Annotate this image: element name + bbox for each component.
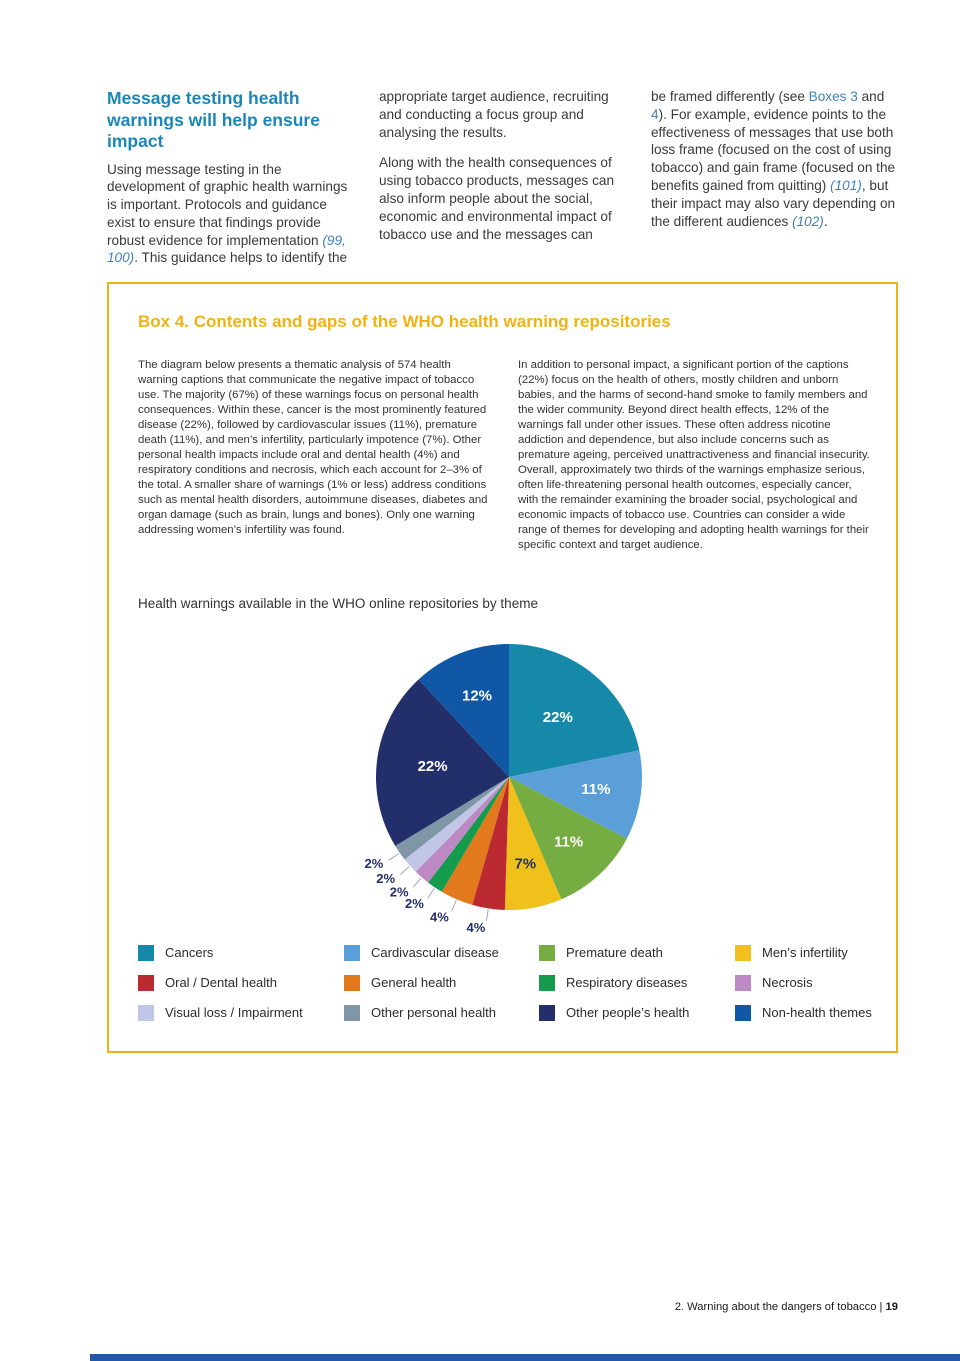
legend-swatch xyxy=(539,944,555,961)
legend-label: Necrosis xyxy=(762,975,813,990)
intro-paragraph-2: appropriate target audience, recruiting … xyxy=(379,89,609,140)
pie-slice-oral-dental-health xyxy=(472,777,509,910)
legend-swatch xyxy=(138,974,154,991)
chart-legend: Cancers Cardivascular disease Premature de… xyxy=(138,944,872,1021)
pie-value-label: 4% xyxy=(467,920,486,935)
intro-column-2: appropriate target audience, recruiting … xyxy=(379,88,627,280)
box-4-panel: Box 4. Contents and gaps of the WHO heal… xyxy=(107,282,898,1053)
legend-label: Oral / Dental health xyxy=(165,975,278,990)
legend-label: Cardivascular disease xyxy=(371,945,499,960)
legend-label: General health xyxy=(371,975,457,990)
legend-label: Men’s infertility xyxy=(762,945,848,960)
legend-item-general-health: General health xyxy=(344,974,539,991)
legend-swatch xyxy=(735,944,751,961)
page-number: 19 xyxy=(885,1301,898,1313)
legend-item-cancers: Cancers xyxy=(138,944,344,961)
pie-slice-cardivascular-disease xyxy=(509,750,643,839)
pie-value-label: 11% xyxy=(554,833,583,850)
legend-swatch xyxy=(344,974,360,991)
legend-label: Visual loss / Impairment xyxy=(165,1005,303,1020)
pie-label-leader-line xyxy=(412,877,422,888)
pie-value-label: 22% xyxy=(543,709,573,726)
pie-slice-men-s-infertility xyxy=(504,777,562,911)
chart-title: Health warnings available in the WHO onl… xyxy=(138,596,538,611)
paragraph-text: . xyxy=(823,213,828,229)
reference-link-102[interactable]: (102) xyxy=(792,213,824,229)
paragraph-text: Using message testing in the development… xyxy=(107,161,348,248)
cross-reference-boxes-3[interactable]: Boxes 3 xyxy=(808,89,858,104)
legend-item-respiratory-diseases: Respiratory diseases xyxy=(539,974,735,991)
pie-label-leader-line xyxy=(485,909,489,922)
footer-chapter-text: 2. Warning about the dangers of tobacco … xyxy=(674,1301,886,1313)
legend-label: Cancers xyxy=(165,945,214,960)
box-4-text-columns: The diagram below presents a thematic an… xyxy=(138,358,872,553)
pie-value-label: 2% xyxy=(376,871,395,886)
pie-value-label: 2% xyxy=(405,896,424,911)
box-4-text-right: In addition to personal impact, a signif… xyxy=(518,359,870,551)
pie-value-label: 11% xyxy=(581,781,610,798)
legend-label: Respiratory diseases xyxy=(566,975,688,990)
legend-swatch xyxy=(539,1004,555,1021)
pie-slice-non-health-themes xyxy=(418,644,509,777)
paragraph-text: . This guidance helps to identify the xyxy=(134,250,348,266)
paragraph-text: ). For example, evidence points to the e… xyxy=(651,106,896,193)
pie-slice-respiratory-diseases xyxy=(428,777,509,892)
legend-item-cardivascular-disease: Cardivascular disease xyxy=(344,944,539,961)
box-4-title: Box 4. Contents and gaps of the WHO heal… xyxy=(138,312,671,331)
intro-column-1: Message testing health warnings will hel… xyxy=(107,88,355,280)
pie-label-leader-line xyxy=(427,888,435,899)
legend-item-premature-death: Premature death xyxy=(539,944,735,961)
intro-paragraph-1: Using message testing in the development… xyxy=(107,161,355,268)
pie-slice-visual-loss-impairment xyxy=(404,777,509,872)
legend-swatch xyxy=(138,944,154,961)
pie-value-label: 2% xyxy=(390,885,409,900)
pie-slice-other-people-s-health xyxy=(375,679,509,846)
legend-item-visual-loss-impairment: Visual loss / Impairment xyxy=(138,1004,344,1021)
intro-text-columns: Message testing health warnings will hel… xyxy=(107,88,899,280)
legend-label: Non-health themes xyxy=(762,1005,872,1020)
pie-value-label: 22% xyxy=(418,758,448,775)
pie-slice-other-personal-health xyxy=(395,777,509,860)
legend-swatch xyxy=(539,974,555,991)
pie-value-label: 4% xyxy=(430,910,449,925)
pie-slice-general-health xyxy=(441,777,509,905)
pie-slice-necrosis xyxy=(415,777,509,883)
legend-item-oral-dental-health: Oral / Dental health xyxy=(138,974,344,991)
intro-paragraph-3: Along with the health consequences of us… xyxy=(379,155,615,242)
section-heading: Message testing health warnings will hel… xyxy=(107,88,320,151)
legend-swatch xyxy=(735,974,751,991)
paragraph-text: and xyxy=(857,89,885,104)
legend-swatch xyxy=(344,944,360,961)
pie-slice-premature-death xyxy=(509,777,627,900)
bottom-accent-bar xyxy=(90,1354,960,1361)
legend-swatch xyxy=(344,1004,360,1021)
legend-item-other-people-s-health: Other people’s health xyxy=(539,1004,735,1021)
legend-label: Other people’s health xyxy=(566,1005,690,1020)
legend-swatch xyxy=(735,1004,751,1021)
pie-slice-cancers xyxy=(509,644,640,777)
pie-label-leader-line xyxy=(388,852,400,861)
pie-chart: 22%11%11%7%4%4%2%2%2%2%22%12% xyxy=(365,644,643,935)
legend-swatch xyxy=(138,1004,154,1021)
legend-label: Premature death xyxy=(566,945,663,960)
cross-reference-box-4[interactable]: 4 xyxy=(651,106,659,122)
paragraph-text: , but their impact may also vary dependi… xyxy=(651,177,896,229)
page-footer: 2. Warning about the dangers of tobacco … xyxy=(675,1301,898,1313)
pie-value-label: 7% xyxy=(514,855,536,872)
reference-link-101[interactable]: (101) xyxy=(830,177,862,193)
legend-item-non-health-themes: Non-health themes xyxy=(735,1004,872,1021)
pie-value-label: 12% xyxy=(462,687,492,704)
pie-label-leader-line xyxy=(399,866,410,875)
box-4-text-left: The diagram below presents a thematic an… xyxy=(138,359,488,536)
legend-label: Other personal health xyxy=(371,1005,497,1020)
legend-item-men-s-infertility: Men’s infertility xyxy=(735,944,872,961)
legend-item-other-personal-health: Other personal health xyxy=(344,1004,539,1021)
intro-paragraph-4: be framed differently (see Boxes 3 and 4… xyxy=(651,88,899,230)
legend-item-necrosis: Necrosis xyxy=(735,974,872,991)
reference-link-99-100[interactable]: (99, 100) xyxy=(107,232,346,266)
pie-label-leader-line xyxy=(451,900,457,912)
paragraph-text: be framed differently (see xyxy=(651,89,809,104)
intro-column-3: be framed differently (see Boxes 3 and 4… xyxy=(651,88,899,280)
pie-value-label: 2% xyxy=(365,856,384,871)
